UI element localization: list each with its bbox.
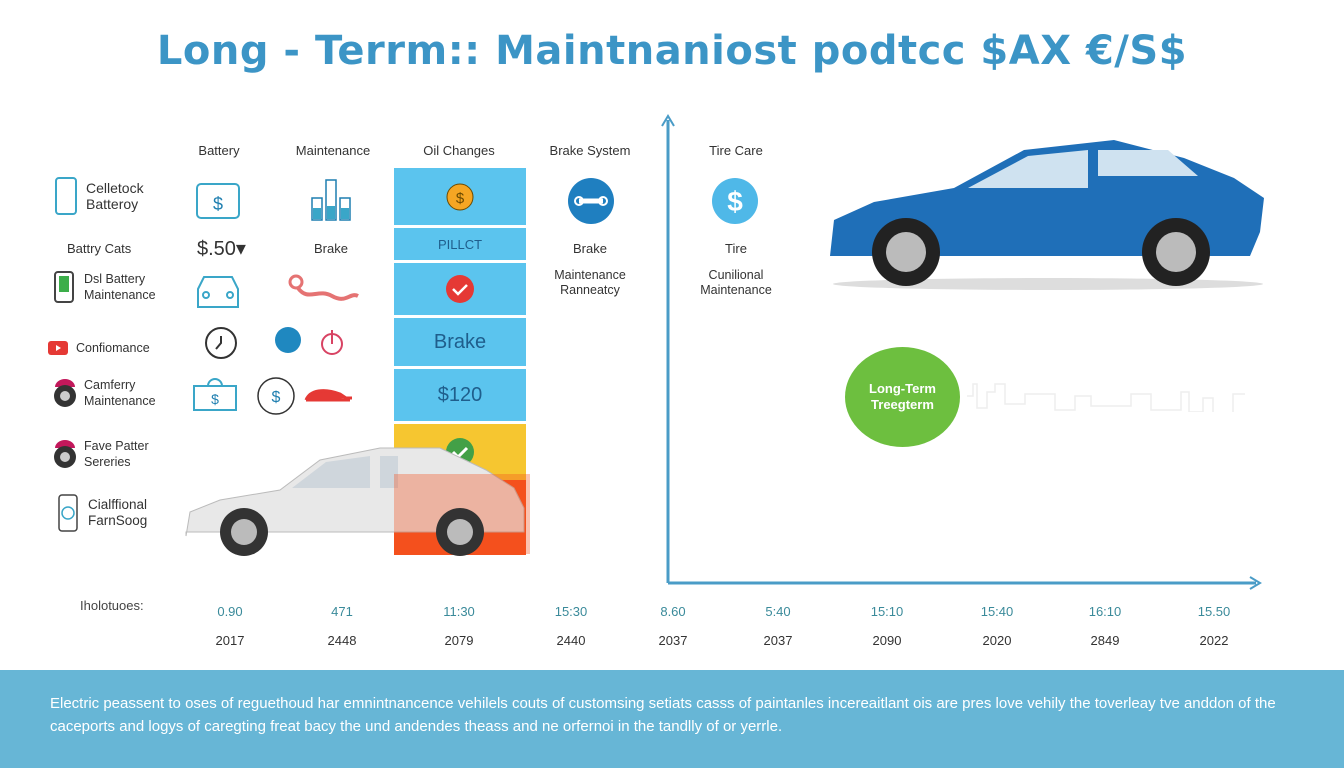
check-badge-icon [446, 275, 474, 303]
white-car-image [185, 447, 530, 556]
phone-icon [54, 177, 78, 215]
list-item: Confiomance [48, 333, 150, 363]
tire-icon [52, 378, 76, 408]
list-item: Camferry Maintenance [52, 377, 156, 409]
brake-label: Brake [314, 241, 348, 256]
year-cell: 2440 [556, 633, 586, 648]
svg-text:$: $ [211, 391, 219, 407]
battery-price: $.50▾ [197, 238, 246, 260]
value-cell: 15.50 [1197, 604, 1231, 619]
globe-dollar-icon: $ [257, 377, 352, 415]
battery-costs-label: Battry Cats [67, 241, 132, 256]
oil-segment-label: $120 [394, 369, 526, 421]
value-cell: 471 [331, 604, 353, 619]
clock-icon [205, 327, 237, 359]
tire-subtitle: Cunilional Maintenance [700, 268, 772, 297]
year-cell: 2079 [444, 633, 474, 648]
column-header-battery: Battery [198, 143, 240, 158]
footer-text: Electric peassent to oses of reguethoud … [50, 695, 1276, 735]
list-item: Fave Patter Sereries [52, 438, 149, 470]
lock-dollar-icon: $ [193, 378, 237, 411]
brake-title: Brake [573, 241, 607, 256]
list-item: Dsl Battery Maintenance [52, 271, 156, 303]
oil-segment: $ [394, 168, 526, 225]
year-cell: 2849 [1090, 633, 1120, 648]
year-cell: 2037 [763, 633, 793, 648]
coin-icon: $ [446, 183, 474, 210]
axis-lines [661, 114, 1262, 590]
hose-icon [288, 274, 359, 301]
oil-segment-label: PILLCT [394, 228, 526, 260]
blue-car-image [830, 140, 1264, 290]
wrench-icon [568, 178, 614, 224]
value-cell: 5:40 [765, 604, 791, 619]
car-front-icon [197, 276, 239, 308]
year-cell: 2022 [1199, 633, 1229, 648]
svg-text:$: $ [456, 190, 465, 207]
dollar-circle-icon: $ [712, 178, 758, 224]
svg-text:$: $ [213, 194, 223, 214]
gear-head-icon [275, 327, 343, 355]
tire-title: Tire [725, 241, 747, 256]
value-cell: 8.60 [660, 604, 686, 619]
column-header-tire-care: Tire Care [709, 143, 763, 158]
value-cell: 0.90 [217, 604, 243, 619]
column-header-oil-changes: Oil Changes [423, 143, 495, 158]
footer-banner: Electric peassent to oses of reguethoud … [0, 670, 1344, 768]
list-item: Cialffional FarnSoog [56, 494, 147, 532]
column-header-maintenance: Maintenance [295, 143, 371, 158]
value-cell: 11:30 [443, 604, 475, 619]
year-cell: 2448 [327, 633, 357, 648]
list-item: Celletock Batteroy [54, 177, 144, 215]
svg-text:$: $ [727, 186, 743, 217]
year-cell: 2017 [215, 633, 245, 648]
brake-subtitle: Maintenance Ranneatcy [554, 268, 626, 297]
long-term-badge: Long-Term Treegterm [845, 347, 960, 447]
year-cell: 2090 [872, 633, 902, 648]
tire-icon [52, 439, 76, 469]
svg-text:$: $ [272, 389, 281, 406]
oil-segment-label: Brake [394, 318, 526, 366]
value-cell: 16:10 [1088, 604, 1122, 619]
play-icon [48, 333, 68, 363]
row-label: Iholotuoes: [80, 598, 144, 613]
bottles-icon [311, 179, 351, 221]
page-title: Long - Terrm:: Maintnaniost podtcc $AX €… [156, 28, 1188, 74]
battery-device-icon [52, 271, 76, 303]
value-cell: 15:40 [980, 604, 1014, 619]
year-cell: 2020 [982, 633, 1012, 648]
column-header-brake-system: Brake System [549, 143, 631, 158]
decorative-line [967, 383, 1245, 412]
value-cell: 15:30 [554, 604, 588, 619]
phone-icon [56, 494, 80, 532]
oil-segment [394, 263, 526, 315]
value-cell: 15:10 [870, 604, 904, 619]
battery-dollar-icon: $ [196, 183, 240, 219]
year-cell: 2037 [658, 633, 688, 648]
